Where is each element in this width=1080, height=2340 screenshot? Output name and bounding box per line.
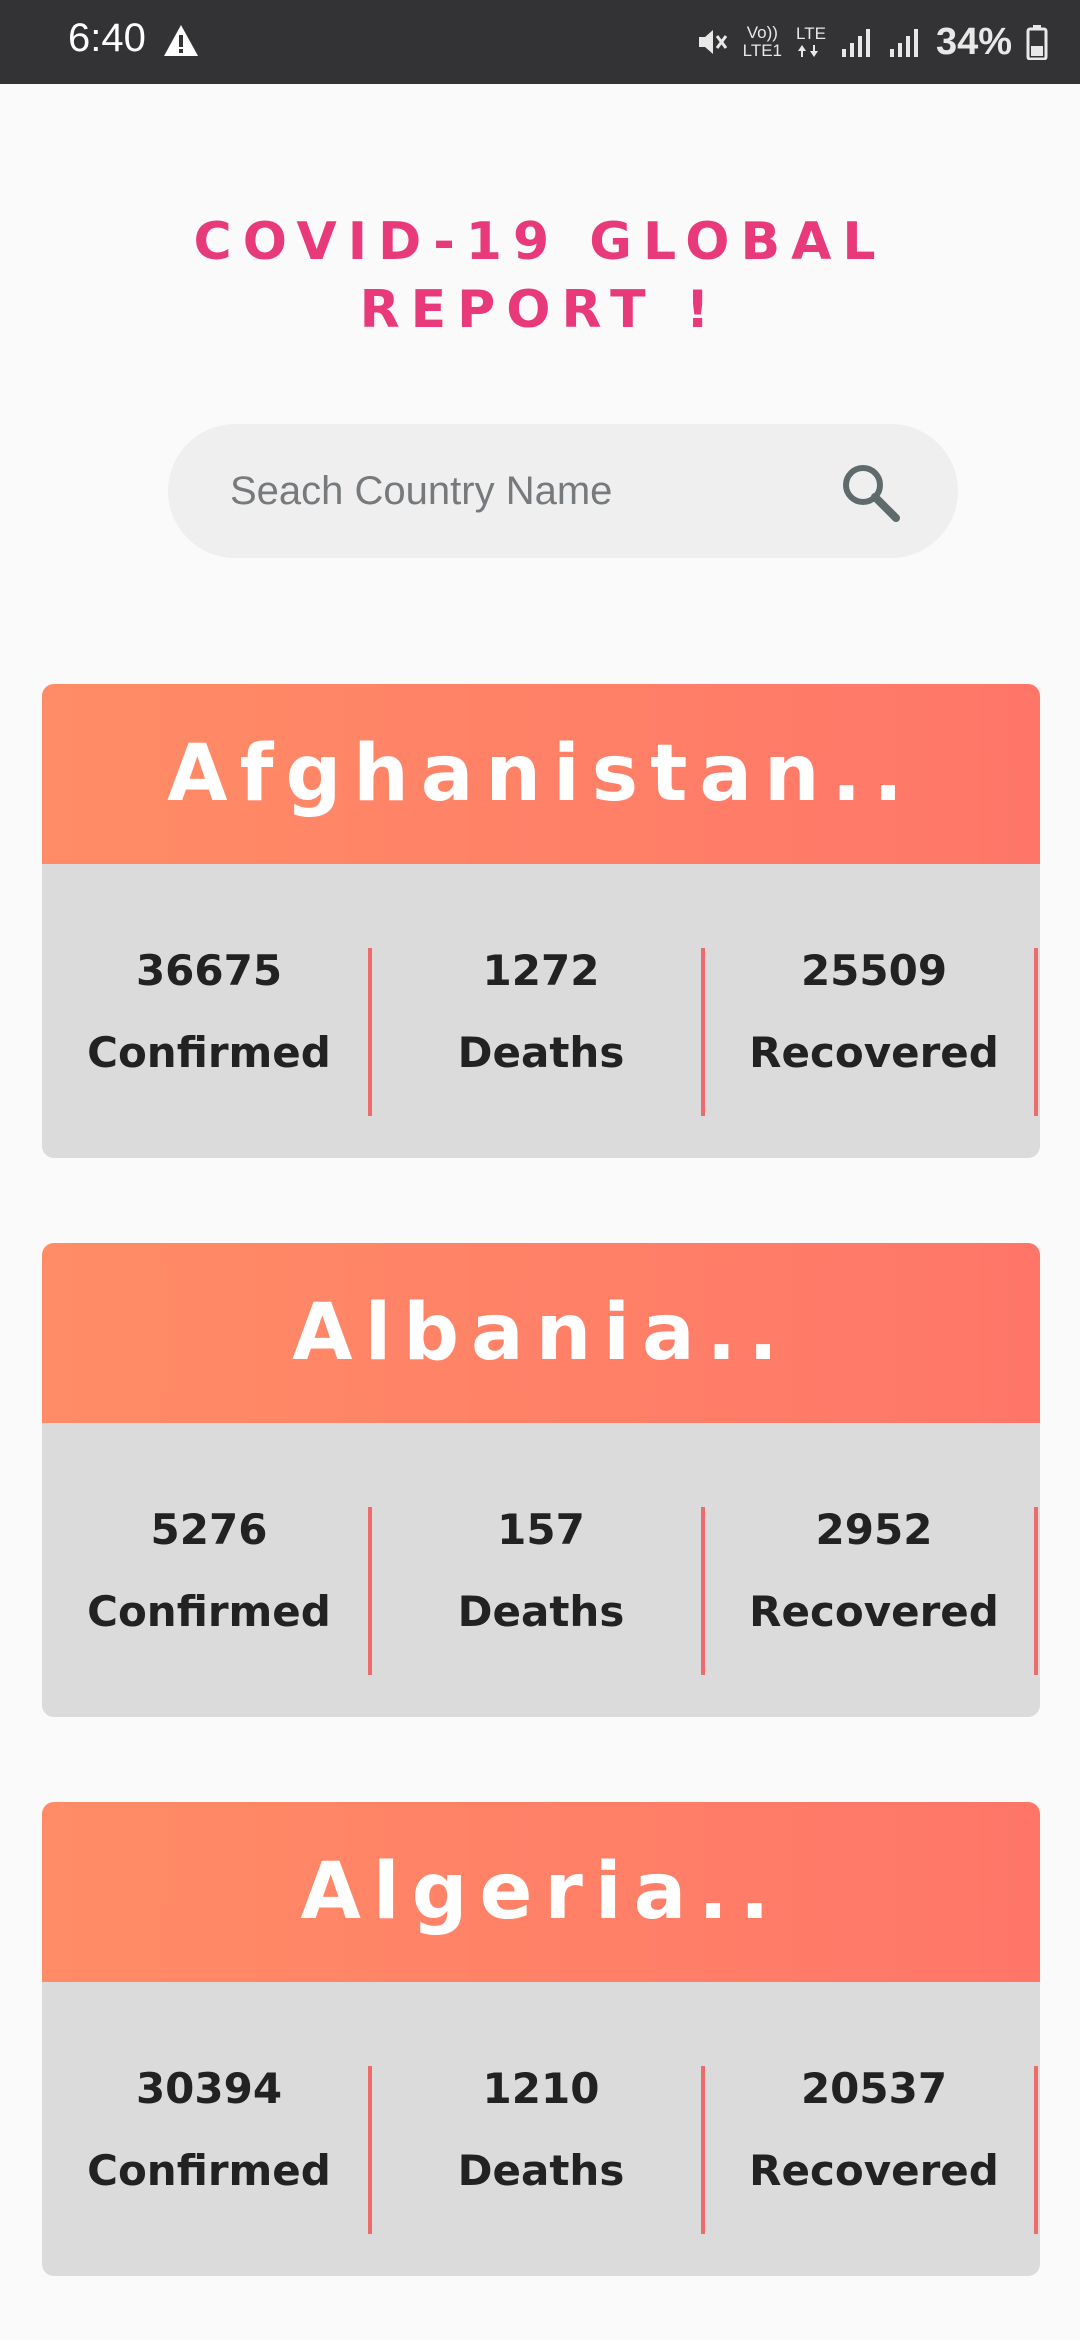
country-card-header: Afghanistan.. — [42, 684, 1040, 864]
lte-indicator: LTE — [796, 25, 826, 59]
search-icon[interactable] — [838, 460, 902, 524]
title-line-1: COVID-19 GLOBAL — [193, 212, 887, 272]
signal-icon — [841, 29, 870, 57]
data-arrows-icon — [798, 45, 819, 57]
country-stats: 36675 Confirmed 1272 Deaths 25509 Recove… — [42, 864, 1040, 1158]
deaths-label: Deaths — [457, 1587, 625, 1636]
deaths-label: Deaths — [457, 2146, 625, 2195]
country-name: Algeria.. — [300, 1847, 782, 1937]
warning-icon — [164, 25, 198, 56]
status-icons: Vo)) LTE1 LTE 34% — [695, 14, 1048, 70]
deaths-label: Deaths — [457, 1028, 625, 1077]
country-card[interactable]: Algeria.. 30394 Confirmed 1210 Deaths 20… — [42, 1802, 1040, 2276]
confirmed-label: Confirmed — [87, 2146, 331, 2195]
confirmed-stat: 36675 Confirmed — [42, 864, 376, 1158]
recovered-stat: 2952 Recovered — [707, 1423, 1040, 1717]
title-line-2: REPORT ! — [359, 280, 721, 340]
stat-divider — [701, 2066, 705, 2234]
mute-icon — [698, 30, 727, 54]
country-card[interactable]: Afghanistan.. 36675 Confirmed 1272 Death… — [42, 684, 1040, 1158]
recovered-label: Recovered — [749, 1587, 999, 1636]
status-time: 6:40 — [68, 16, 146, 60]
country-stats: 30394 Confirmed 1210 Deaths 20537 Recove… — [42, 1982, 1040, 2276]
confirmed-label: Confirmed — [87, 1028, 331, 1077]
deaths-stat: 1210 Deaths — [374, 1982, 708, 2276]
search-input[interactable] — [230, 424, 830, 558]
country-card[interactable]: Albania.. 5276 Confirmed 157 Deaths 2952… — [42, 1243, 1040, 1717]
recovered-stat: 20537 Recovered — [707, 1982, 1040, 2276]
battery-icon — [1026, 25, 1048, 60]
lte1-label: LTE1 — [742, 41, 783, 60]
recovered-value: 25509 — [800, 946, 948, 995]
stat-divider — [1034, 1507, 1038, 1675]
confirmed-stat: 30394 Confirmed — [42, 1982, 376, 2276]
search-bar[interactable] — [168, 424, 958, 558]
volte-label: Vo)) — [746, 23, 778, 42]
battery-percent: 34% — [935, 20, 1012, 63]
country-card-header: Algeria.. — [42, 1802, 1040, 1982]
page-title: COVID-19 GLOBAL REPORT ! — [0, 208, 1080, 344]
country-stats: 5276 Confirmed 157 Deaths 2952 Recovered — [42, 1423, 1040, 1717]
country-card-header: Albania.. — [42, 1243, 1040, 1423]
stat-divider — [368, 2066, 372, 2234]
confirmed-label: Confirmed — [87, 1587, 331, 1636]
stat-divider — [701, 1507, 705, 1675]
status-bar: 6:40 Vo)) LTE1 LTE — [0, 0, 1080, 84]
deaths-stat: 157 Deaths — [374, 1423, 708, 1717]
confirmed-value: 30394 — [135, 2064, 283, 2113]
deaths-value: 1210 — [482, 2064, 600, 2113]
country-name: Albania.. — [292, 1288, 790, 1378]
recovered-label: Recovered — [749, 1028, 999, 1077]
country-name: Afghanistan.. — [167, 729, 915, 819]
recovered-label: Recovered — [749, 2146, 999, 2195]
confirmed-value: 36675 — [135, 946, 283, 995]
recovered-value: 2952 — [815, 1505, 933, 1554]
stat-divider — [1034, 948, 1038, 1116]
stat-divider — [701, 948, 705, 1116]
recovered-stat: 25509 Recovered — [707, 864, 1040, 1158]
deaths-stat: 1272 Deaths — [374, 864, 708, 1158]
confirmed-stat: 5276 Confirmed — [42, 1423, 376, 1717]
confirmed-value: 5276 — [150, 1505, 268, 1554]
stat-divider — [1034, 2066, 1038, 2234]
stat-divider — [368, 948, 372, 1116]
recovered-value: 20537 — [800, 2064, 948, 2113]
deaths-value: 1272 — [482, 946, 600, 995]
stat-divider — [368, 1507, 372, 1675]
deaths-value: 157 — [497, 1505, 585, 1554]
signal-icon-2 — [889, 29, 918, 57]
volte-indicator: Vo)) LTE1 — [743, 24, 782, 60]
lte-label: LTE — [796, 24, 826, 43]
